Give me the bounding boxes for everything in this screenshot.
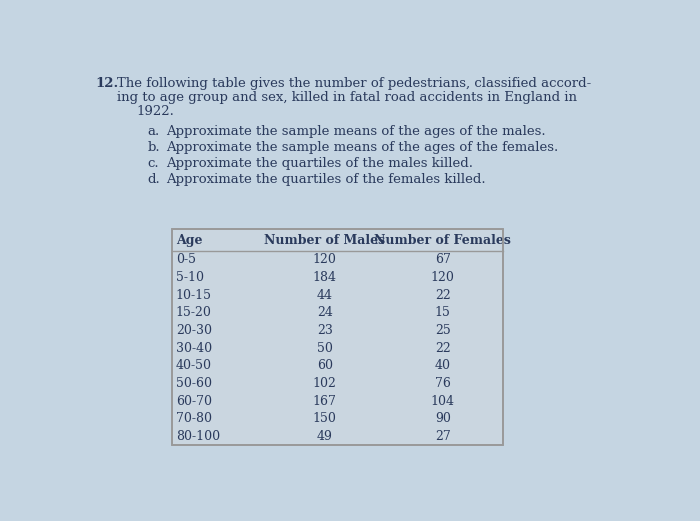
Text: 20-30: 20-30 [176,324,212,337]
Text: 24: 24 [317,306,332,319]
Text: Approximate the quartiles of the males killed.: Approximate the quartiles of the males k… [166,157,473,170]
Text: Number of Females: Number of Females [374,233,511,246]
Text: Approximate the sample means of the ages of the females.: Approximate the sample means of the ages… [166,141,559,154]
Text: Approximate the quartiles of the females killed.: Approximate the quartiles of the females… [166,173,486,186]
Text: Approximate the sample means of the ages of the males.: Approximate the sample means of the ages… [166,125,546,138]
Text: 50-60: 50-60 [176,377,212,390]
Text: 60: 60 [317,359,332,373]
Text: 40: 40 [435,359,451,373]
Text: 76: 76 [435,377,451,390]
Text: 120: 120 [313,253,337,266]
Text: 15-20: 15-20 [176,306,212,319]
Text: 50: 50 [317,342,332,355]
Text: a.: a. [147,125,160,138]
Text: 40-50: 40-50 [176,359,212,373]
Text: 30-40: 30-40 [176,342,212,355]
Text: 27: 27 [435,430,451,443]
Text: 44: 44 [317,289,332,302]
Text: 90: 90 [435,412,451,425]
Text: 0-5: 0-5 [176,253,196,266]
Text: c.: c. [147,157,159,170]
Text: 80-100: 80-100 [176,430,220,443]
Text: 67: 67 [435,253,451,266]
Text: 150: 150 [313,412,337,425]
FancyBboxPatch shape [172,229,503,445]
Text: 184: 184 [313,271,337,284]
Text: b.: b. [147,141,160,154]
Text: 104: 104 [430,394,455,407]
Text: 1922.: 1922. [136,105,174,118]
Text: 167: 167 [313,394,337,407]
Text: Number of Males: Number of Males [265,233,386,246]
Text: 70-80: 70-80 [176,412,212,425]
Text: Age: Age [176,233,202,246]
Text: 23: 23 [317,324,332,337]
Text: 22: 22 [435,342,451,355]
Text: 10-15: 10-15 [176,289,212,302]
Text: 25: 25 [435,324,451,337]
Text: d.: d. [147,173,160,186]
Text: 102: 102 [313,377,337,390]
Text: 22: 22 [435,289,451,302]
Text: 5-10: 5-10 [176,271,204,284]
Text: ing to age group and sex, killed in fatal road accidents in England in: ing to age group and sex, killed in fata… [118,91,577,104]
Text: 49: 49 [317,430,332,443]
Text: 120: 120 [431,271,455,284]
Text: 12.: 12. [96,77,119,90]
Text: 60-70: 60-70 [176,394,212,407]
Text: The following table gives the number of pedestrians, classified accord-: The following table gives the number of … [118,77,592,90]
Text: 15: 15 [435,306,451,319]
